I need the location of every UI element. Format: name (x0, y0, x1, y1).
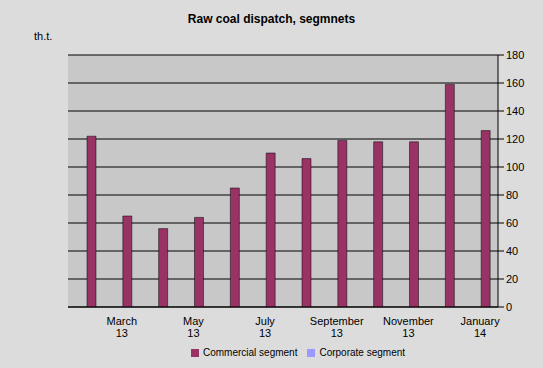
html-text:Raw coal dispatch, segmnets: Raw coal dispatch, segmnets (187, 12, 356, 26)
html-text:th.t.: th.t. (34, 30, 53, 42)
svg-text:March: March (106, 315, 137, 327)
svg-text:January: January (461, 315, 501, 327)
svg-text:May: May (183, 315, 204, 327)
svg-text:13: 13 (116, 327, 128, 339)
html-text:Corporate segment: Corporate segment (319, 347, 405, 358)
svg-text:120: 120 (506, 133, 524, 145)
svg-text:100: 100 (506, 161, 524, 173)
svg-text:13: 13 (402, 327, 414, 339)
svg-text:180: 180 (506, 49, 524, 61)
svg-text:40: 40 (506, 245, 518, 257)
html-text:Commercial segment: Commercial segment (203, 347, 298, 358)
svg-text:November: November (383, 315, 434, 327)
svg-text:80: 80 (506, 189, 518, 201)
svg-text:13: 13 (331, 327, 343, 339)
svg-text:160: 160 (506, 77, 524, 89)
svg-text:13: 13 (187, 327, 199, 339)
svg-text:0: 0 (506, 301, 512, 313)
svg-text:140: 140 (506, 105, 524, 117)
svg-text:13: 13 (259, 327, 271, 339)
svg-text:20: 20 (506, 273, 518, 285)
svg-text:September: September (310, 315, 364, 327)
svg-text:60: 60 (506, 217, 518, 229)
svg-text:July: July (255, 315, 275, 327)
svg-text:14: 14 (474, 327, 486, 339)
